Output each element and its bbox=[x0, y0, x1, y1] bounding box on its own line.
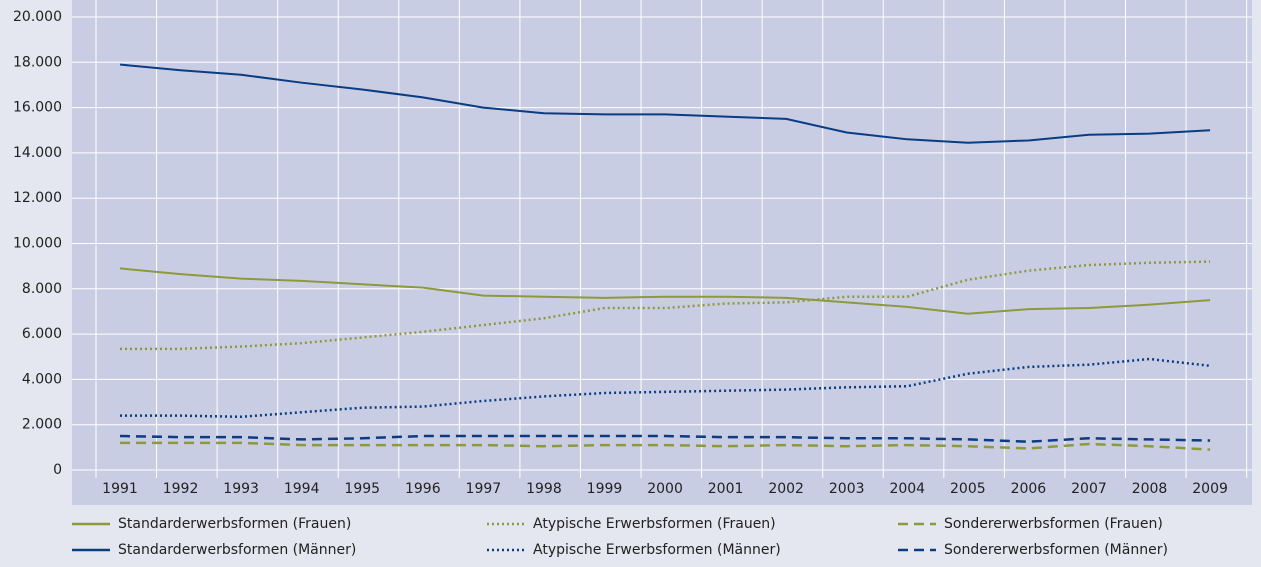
legend-label: Standarderwerbsformen (Männer) bbox=[118, 542, 356, 558]
y-tick-label: 0 bbox=[53, 462, 62, 478]
x-tick-label: 1998 bbox=[526, 481, 562, 497]
series-line bbox=[119, 63, 1211, 144]
legend-label: Standarderwerbsformen (Frauen) bbox=[118, 516, 351, 532]
x-tick-label: 2001 bbox=[708, 481, 744, 497]
series-line bbox=[120, 260, 1211, 351]
series-line bbox=[119, 434, 1211, 443]
legend-label: Sondererwerbsformen (Frauen) bbox=[944, 516, 1163, 532]
x-tick-label: 1997 bbox=[466, 481, 502, 497]
legend-label: Sondererwerbsformen (Männer) bbox=[944, 542, 1168, 558]
x-tick-label: 2000 bbox=[647, 481, 683, 497]
x-tick-label: 1992 bbox=[163, 481, 199, 497]
y-tick-label: 18.000 bbox=[13, 54, 62, 70]
y-tick-label: 10.000 bbox=[13, 236, 62, 252]
x-tick-label: 1995 bbox=[344, 481, 380, 497]
legend-label: Atypische Erwerbsformen (Männer) bbox=[533, 542, 781, 558]
x-tick-label: 2009 bbox=[1192, 481, 1228, 497]
x-tick-label: 2002 bbox=[768, 481, 804, 497]
x-tick-label: 1993 bbox=[223, 481, 259, 497]
y-tick-label: 14.000 bbox=[13, 145, 62, 161]
y-tick-label: 6.000 bbox=[22, 326, 62, 342]
x-tick-label: 2007 bbox=[1071, 481, 1107, 497]
y-tick-label: 4.000 bbox=[22, 371, 62, 387]
x-tick-label: 2008 bbox=[1132, 481, 1168, 497]
x-tick-label: 2006 bbox=[1011, 481, 1047, 497]
legend-label: Atypische Erwerbsformen (Frauen) bbox=[533, 516, 776, 532]
y-tick-label: 20.000 bbox=[13, 9, 62, 25]
x-tick-label: 2005 bbox=[950, 481, 986, 497]
x-tick-label: 2003 bbox=[829, 481, 865, 497]
series-line bbox=[120, 357, 1211, 419]
y-tick-label: 12.000 bbox=[13, 190, 62, 206]
series-line bbox=[119, 267, 1211, 315]
y-tick-label: 16.000 bbox=[13, 100, 62, 116]
y-tick-label: 2.000 bbox=[22, 417, 62, 433]
series-line bbox=[120, 441, 1211, 451]
x-tick-label: 1994 bbox=[284, 481, 320, 497]
x-tick-label: 1999 bbox=[587, 481, 623, 497]
x-tick-label: 1991 bbox=[102, 481, 138, 497]
x-tick-label: 2004 bbox=[889, 481, 925, 497]
y-tick-label: 8.000 bbox=[22, 281, 62, 297]
plot-area bbox=[72, 0, 1252, 505]
x-tick-label: 1996 bbox=[405, 481, 441, 497]
